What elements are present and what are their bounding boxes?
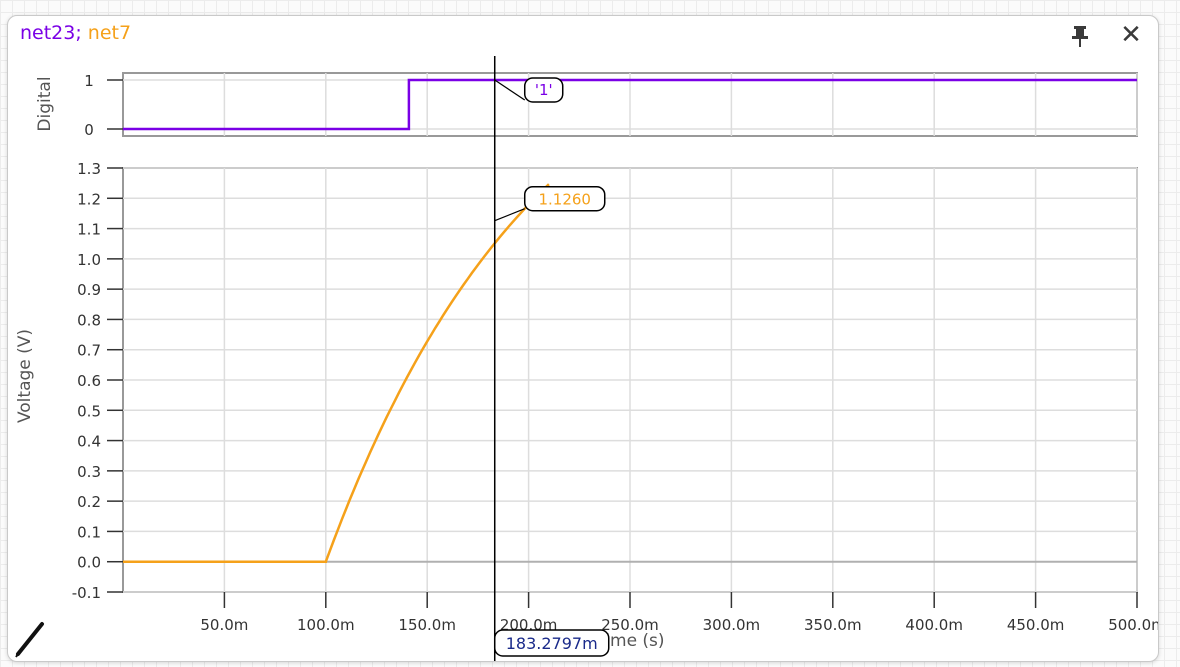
digital-y-axis-label: Digital	[35, 76, 55, 131]
cursor-time-value: 183.2797m	[506, 634, 598, 653]
close-icon: ✕	[1120, 20, 1142, 50]
title-net23: net23	[20, 22, 76, 44]
voltage-y-tick-label: 1.3	[77, 160, 101, 178]
digital-y-ticks: 01	[84, 72, 123, 139]
voltage-x-tick-label: 50.0m	[200, 616, 248, 634]
title-separator: ;	[75, 22, 82, 44]
series-net7-line	[123, 183, 550, 563]
pencil-icon	[15, 622, 44, 658]
pin-button[interactable]	[1068, 24, 1092, 48]
voltage-y-tick-label: 1.1	[77, 221, 101, 239]
voltage-x-tick-label: 100.0m	[297, 616, 355, 634]
voltage-y-tick-label: 0.6	[77, 372, 101, 390]
window-title: net23; net7	[20, 22, 131, 44]
cursor-time-value-box	[493, 629, 610, 657]
voltage-y-tick-label: 1.2	[77, 190, 101, 208]
series-net23-line	[123, 78, 1137, 131]
voltage-y-tick-label: 0.3	[77, 463, 101, 481]
voltage-y-tick-label: 0.9	[77, 281, 101, 299]
voltage-cursor-value: 1.1260	[538, 191, 591, 209]
voltage-y-tick-label: 0.2	[77, 493, 101, 511]
voltage-x-tick-label: 400.0m	[905, 616, 963, 634]
voltage-chart: -0.1 0.0 0.1 0.2 0.3 0.4 0.5 0.6 0.7 0.8 0.9 1.0 1.1…	[15, 160, 1158, 651]
voltage-x-tick-label: 150.0m	[398, 616, 456, 634]
voltage-y-tick-label: 0.1	[77, 523, 101, 541]
voltage-y-tick-label: 0.0	[77, 554, 101, 572]
voltage-x-ticks: 50.0m 100.0m 150.0m 200.0m 250.0m 300.0m 350.0…	[200, 592, 1158, 634]
digital-cursor-value: '1'	[535, 81, 553, 99]
digital-chart: 01 Digital	[35, 72, 1138, 139]
digital-y-tick-label: 1	[84, 72, 94, 90]
waveform-plot[interactable]: 01 Digital -0.10.00.10.20.30.40.50.60.70…	[8, 16, 1158, 661]
voltage-y-tick-label: 1.0	[77, 251, 101, 269]
voltage-x-tick-label: 350.0m	[804, 616, 862, 634]
digital-cursor-leader	[494, 79, 526, 101]
close-button[interactable]: ✕	[1118, 22, 1144, 48]
voltage-y-tick-label: 0.8	[77, 311, 101, 329]
voltage-cursor-value-box	[523, 185, 606, 212]
digital-cursor-value-box	[523, 77, 564, 103]
time-cursor[interactable]: '1' 1.1260 183.2797m	[493, 56, 610, 661]
title-net7: net7	[81, 22, 132, 44]
voltage-y-axis-label: Voltage (V)	[15, 329, 35, 423]
voltage-cursor-leader	[494, 208, 525, 222]
pin-icon	[1072, 26, 1088, 47]
voltage-x-tick-label: 450.0m	[1007, 616, 1065, 634]
voltage-y-tick-label: -0.1	[72, 584, 101, 602]
pencil-button[interactable]	[12, 618, 48, 658]
time-x-axis-label: Time (s)	[594, 631, 664, 651]
voltage-y-tick-label: 0.4	[77, 433, 101, 451]
voltage-y-tick-label: 0.7	[77, 342, 101, 360]
voltage-x-tick-label: 500.0m	[1108, 616, 1158, 634]
digital-y-tick-label: 0	[84, 121, 94, 139]
voltage-y-tick-label: 0.5	[77, 402, 101, 420]
voltage-x-tick-label: 300.0m	[703, 616, 761, 634]
voltage-y-ticks: -0.1 0.0 0.1 0.2 0.3 0.4 0.5 0.6 0.7 0.8 0.9 1.0 1.1…	[72, 160, 123, 602]
voltage-x-tick-label: 250.0m	[601, 616, 659, 634]
